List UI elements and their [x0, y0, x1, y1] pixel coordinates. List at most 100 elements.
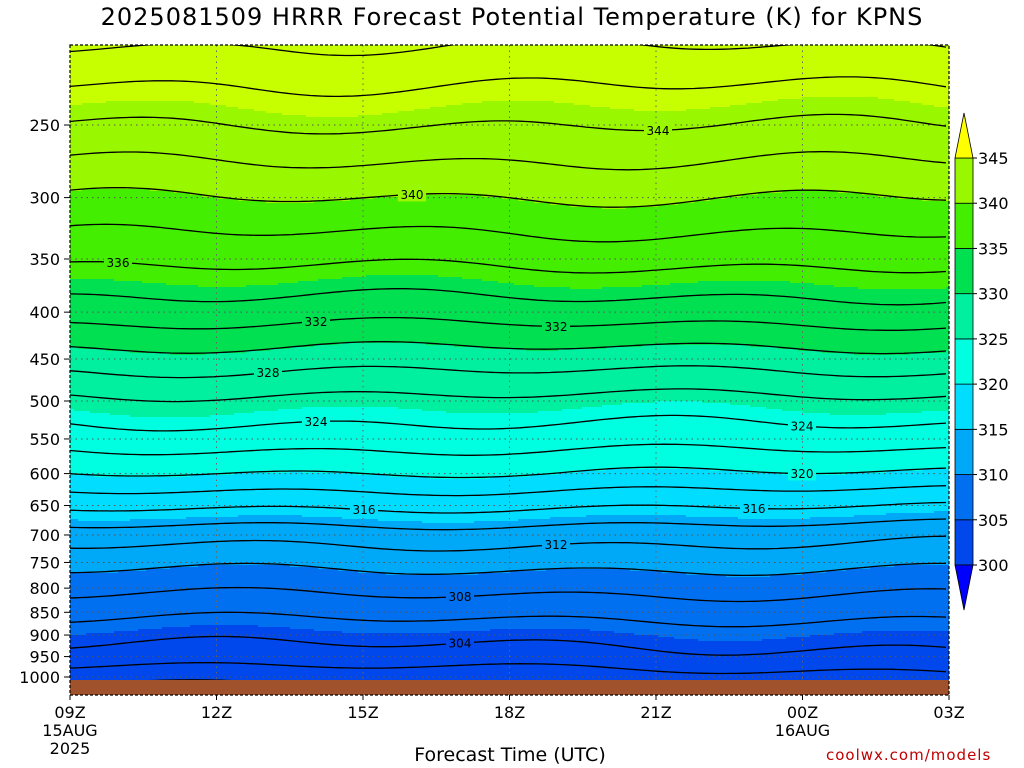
band-segment [74, 45, 79, 106]
band-segment [202, 287, 207, 356]
band-segment [130, 189, 135, 282]
band-segment [334, 279, 339, 346]
band-segment [414, 45, 419, 110]
band-segment [526, 477, 531, 520]
band-segment [258, 285, 263, 352]
band-segment [854, 355, 859, 416]
band-segment [610, 569, 615, 632]
band-segment [690, 401, 695, 470]
band-segment [946, 201, 949, 288]
band-segment [222, 353, 227, 416]
band-segment [670, 205, 675, 284]
band-segment [346, 117, 351, 202]
band-segment [794, 283, 799, 350]
band-segment [686, 345, 691, 402]
band-segment [734, 281, 739, 346]
band-segment [222, 565, 227, 626]
band-segment [358, 45, 363, 116]
contour-label-group: 320 [788, 466, 816, 481]
band-segment [74, 105, 79, 192]
band-segment [426, 477, 431, 524]
band-segment [810, 351, 815, 414]
band-segment [618, 209, 623, 288]
band-segment [574, 105, 579, 208]
band-segment [714, 517, 719, 576]
band-segment [670, 401, 675, 470]
band-segment [450, 105, 455, 196]
band-segment [170, 355, 175, 418]
band-segment [102, 413, 107, 478]
band-segment [130, 281, 135, 354]
band-segment [174, 567, 179, 628]
band-segment [82, 103, 87, 190]
band-segment [798, 351, 803, 412]
band-segment [918, 353, 923, 414]
band-segment [622, 403, 627, 470]
band-segment [370, 519, 375, 574]
band-segment [898, 199, 903, 290]
band-segment [378, 275, 383, 344]
contour-line-316 [70, 501, 947, 514]
band-segment [666, 111, 671, 206]
band-segment [810, 45, 815, 98]
band-segment [522, 519, 527, 572]
band-segment [714, 471, 719, 518]
band-segment [450, 479, 455, 524]
y-tick-label: 350 [29, 250, 60, 269]
band-segment [682, 45, 687, 112]
band-segment [506, 101, 511, 200]
band-segment [586, 569, 591, 630]
band-segment [910, 471, 915, 514]
band-segment [122, 521, 127, 572]
band-segment [686, 45, 691, 110]
band-segment [90, 279, 95, 350]
band-segment [166, 45, 171, 102]
band-segment [946, 469, 949, 512]
band-segment [842, 475, 847, 518]
band-segment [594, 631, 599, 681]
band-segment [438, 411, 443, 480]
band-segment [798, 411, 803, 476]
band-segment [474, 45, 479, 104]
band-segment [126, 101, 131, 190]
band-segment [102, 521, 107, 574]
band-segment [278, 45, 283, 114]
band-segment [166, 353, 171, 418]
band-segment [706, 403, 711, 470]
band-segment [890, 45, 895, 100]
band-segment [618, 347, 623, 406]
band-segment [394, 275, 399, 344]
contour-label-bg [542, 319, 570, 334]
band-segment [210, 105, 215, 198]
band-segment [722, 107, 727, 200]
band-segment [246, 473, 251, 516]
band-segment [638, 469, 643, 516]
band-segment [466, 279, 471, 348]
band-segment [230, 475, 235, 518]
band-segment [710, 107, 715, 200]
band-segment [266, 113, 271, 204]
band-segment [666, 401, 671, 470]
band-segment [754, 281, 759, 348]
band-segment [258, 45, 263, 112]
band-segment [206, 197, 211, 288]
band-segment [466, 479, 471, 524]
band-segment [862, 45, 867, 98]
band-segment [166, 285, 171, 354]
band-segment [538, 411, 543, 476]
band-segment [922, 45, 927, 106]
band-segment [674, 573, 679, 640]
band-segment [642, 285, 647, 346]
band-segment [738, 471, 743, 520]
band-segment [114, 415, 119, 478]
band-segment [922, 513, 927, 566]
band-segment [682, 639, 687, 681]
band-segment [430, 479, 435, 524]
band-segment [942, 469, 947, 512]
band-segment [118, 189, 123, 282]
contour-line-350 [70, 0, 946, 16]
band-segment [770, 473, 775, 520]
band-segment [482, 413, 487, 480]
band-segment [606, 209, 611, 288]
band-segment [866, 473, 871, 516]
